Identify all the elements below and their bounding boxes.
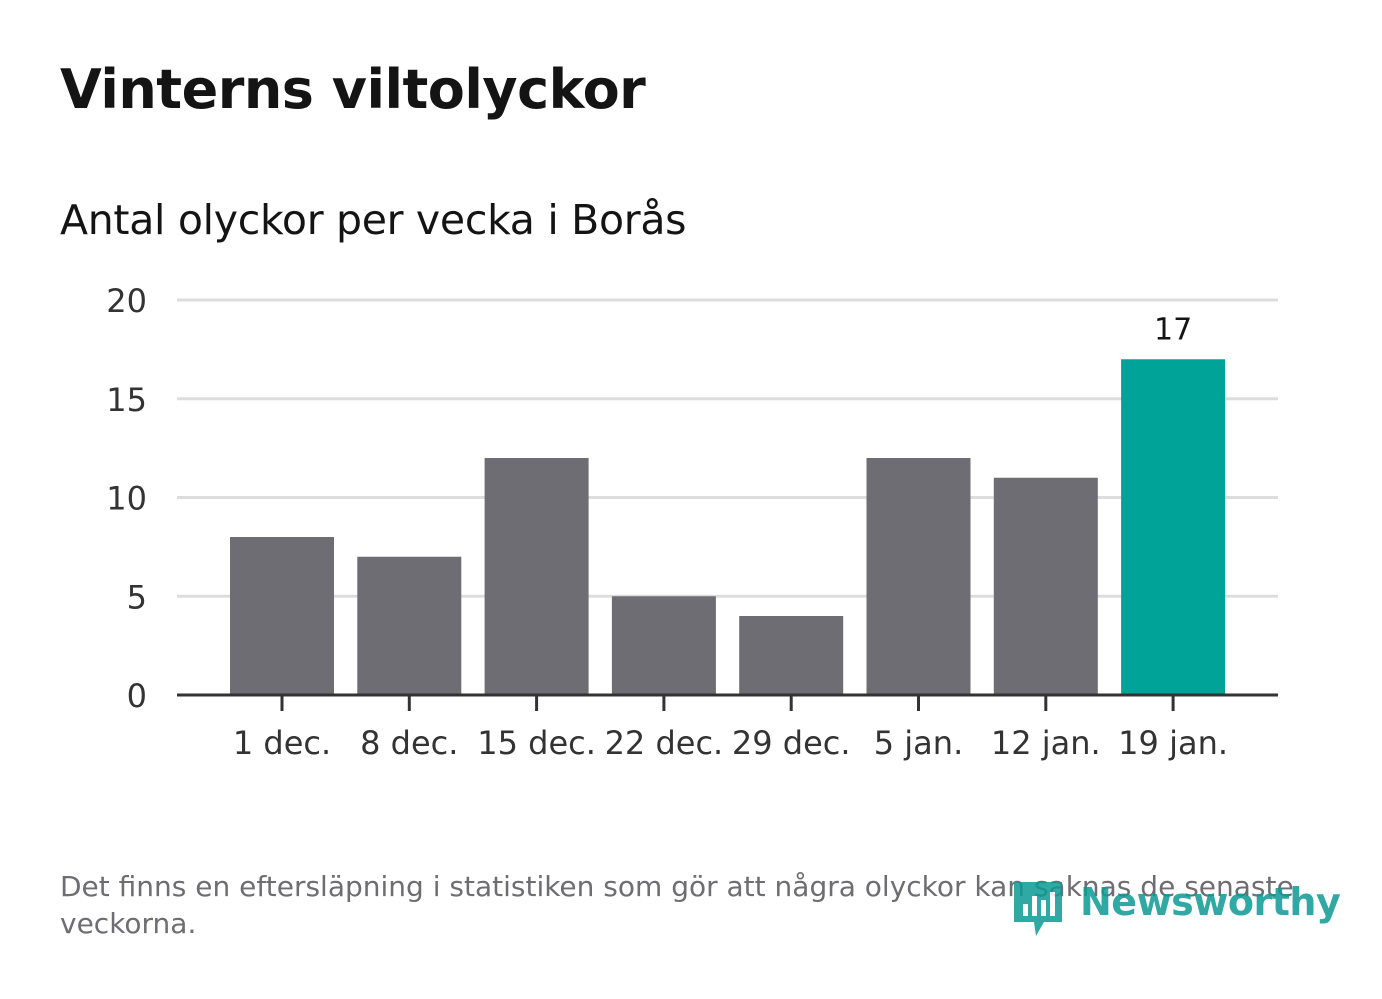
chart-subtitle: Antal olyckor per vecka i Borås [60,196,687,244]
x-tick-label: 12 jan. [991,724,1101,762]
y-tick-label: 5 [127,578,147,616]
x-tick-label: 8 dec. [360,724,458,762]
x-tick-label: 19 jan. [1118,724,1228,762]
bar [1121,359,1226,695]
y-tick-label: 10 [106,480,147,518]
bar [357,556,462,695]
y-tick-label: 20 [106,282,147,320]
bar [866,458,971,695]
x-tick-label: 22 dec. [605,724,724,762]
bar [484,458,589,695]
chart-title: Vinterns viltolyckor [60,58,646,121]
y-tick-label: 0 [127,677,147,715]
bar [739,616,844,695]
x-tick-label: 1 dec. [233,724,331,762]
logo-text: Newsworthy [1080,880,1341,924]
footnote: Det finns en eftersläpning i statistiken… [60,870,1294,940]
x-tick-label: 29 dec. [732,724,851,762]
x-tick-label: 5 jan. [874,724,963,762]
newsworthy-logo: Newsworthy [1010,878,1341,942]
bar [993,477,1098,695]
bar [611,596,716,695]
x-tick-label: 15 dec. [477,724,596,762]
y-tick-label: 15 [106,381,147,419]
bar [230,537,334,695]
data-label: 17 [1154,312,1192,347]
bar-chart-speech-bubble-icon [1014,882,1062,936]
